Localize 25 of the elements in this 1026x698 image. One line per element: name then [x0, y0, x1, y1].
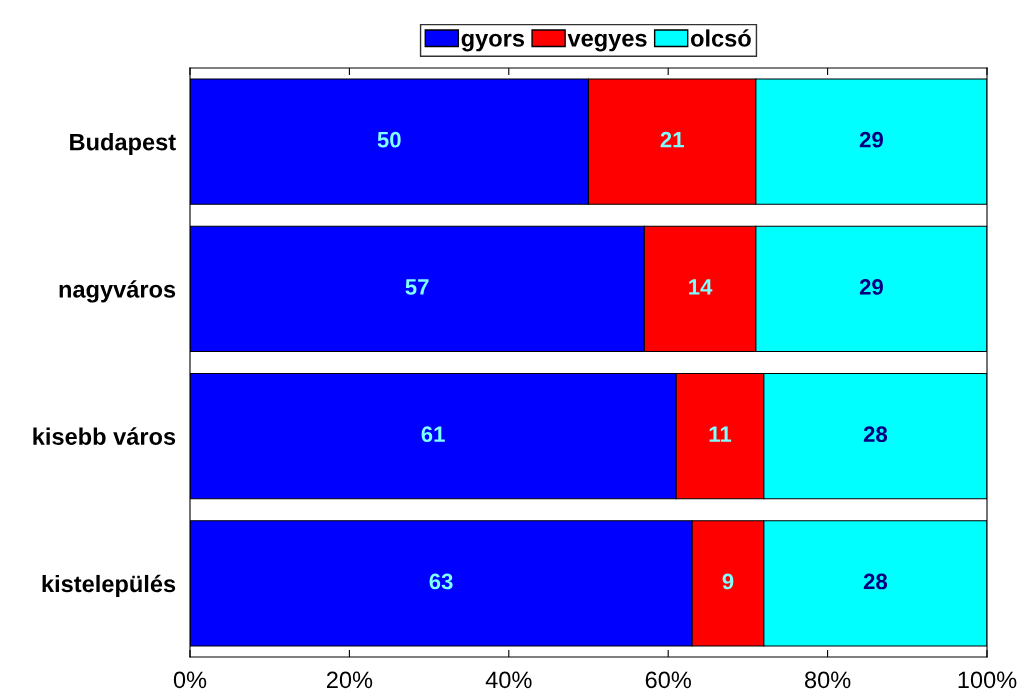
x-tick-label: 0% [173, 671, 207, 689]
data-label: 9 [722, 573, 734, 590]
data-label: 29 [859, 279, 883, 295]
data-label: 21 [660, 131, 684, 148]
data-label: 11 [709, 426, 732, 442]
data-label: 50 [377, 131, 401, 148]
y-tick-label: Budapest [70, 133, 176, 156]
x-tick-label: 100% [958, 671, 1017, 689]
data-label: 29 [859, 131, 883, 148]
x-tick-label: 20% [326, 671, 373, 689]
y-tick-label: kisebb város [33, 427, 176, 445]
y-tick-label: kistelepülés [42, 574, 176, 597]
data-label: 14 [689, 279, 713, 295]
data-label: 61 [421, 426, 445, 443]
legend-label: olcsó [690, 29, 751, 47]
data-label: 28 [863, 426, 888, 443]
data-label: 63 [429, 573, 453, 590]
x-tick-label: 80% [805, 671, 851, 689]
y-tick-label: nagyváros [59, 280, 176, 303]
x-tick-label: 60% [645, 671, 691, 689]
data-label: 57 [405, 279, 429, 295]
legend-label: gyors [461, 33, 525, 52]
data-label: 28 [863, 573, 888, 590]
legend-label: vegyes [567, 33, 647, 52]
x-tick-label: 40% [485, 671, 532, 689]
